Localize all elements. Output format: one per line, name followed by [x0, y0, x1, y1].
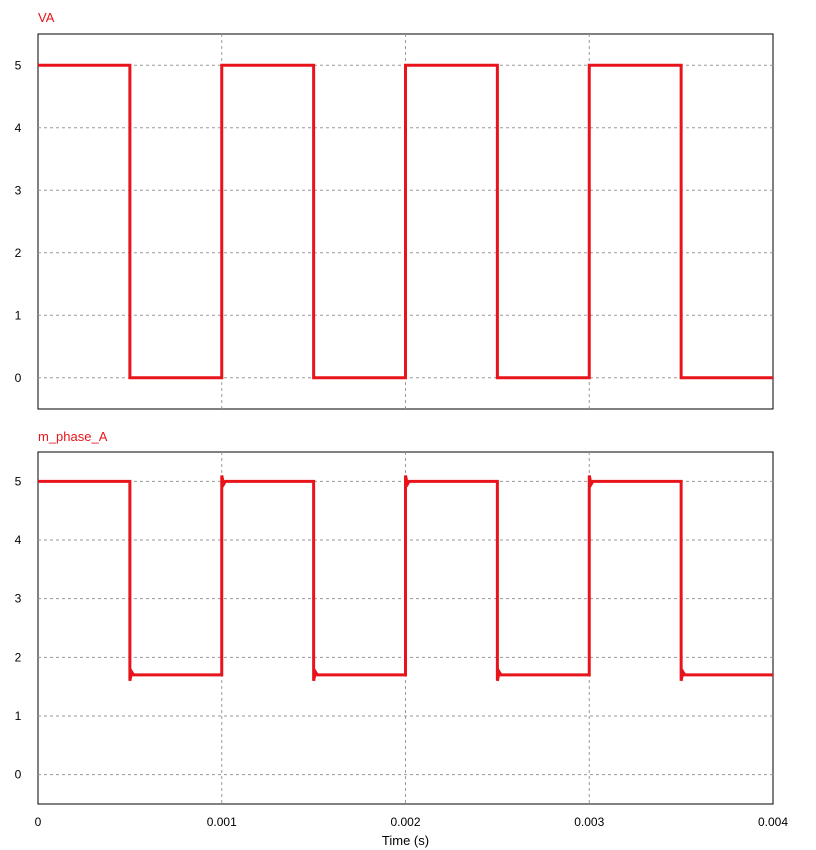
time-axis: 0 0.001 0.002 0.003 0.004 Time (s): [35, 815, 789, 848]
series-line-va: [38, 63, 773, 380]
series-label: m_phase_A: [38, 429, 108, 444]
series-line-m-phase-a: [38, 475, 773, 682]
y-tick-label: 4: [15, 121, 22, 135]
y-tick-label: 3: [15, 183, 22, 197]
va-panel: 0 1 2 3 4 5 VA: [15, 10, 774, 410]
y-tick-label: 3: [15, 592, 22, 606]
x-tick-label: 0.004: [758, 815, 788, 829]
y-tick-label: 1: [15, 308, 22, 322]
y-tick-label: 2: [15, 246, 22, 260]
m-phase-a-panel: 0 1 2 3 4 5 m_phase_A: [15, 429, 774, 805]
y-tick-label: 0: [15, 768, 22, 782]
y-tick-label: 2: [15, 650, 22, 664]
x-tick-label: 0.001: [207, 815, 237, 829]
y-tick-label: 0: [15, 371, 22, 385]
series-label: VA: [38, 10, 55, 25]
x-tick-label: 0.003: [574, 815, 604, 829]
y-tick-label: 5: [15, 58, 22, 72]
y-tick-label: 5: [15, 474, 22, 488]
y-tick-label: 1: [15, 709, 22, 723]
y-tick-label: 4: [15, 533, 22, 547]
x-tick-label: 0: [35, 815, 42, 829]
x-tick-label: 0.002: [390, 815, 420, 829]
x-axis-title: Time (s): [382, 833, 429, 848]
